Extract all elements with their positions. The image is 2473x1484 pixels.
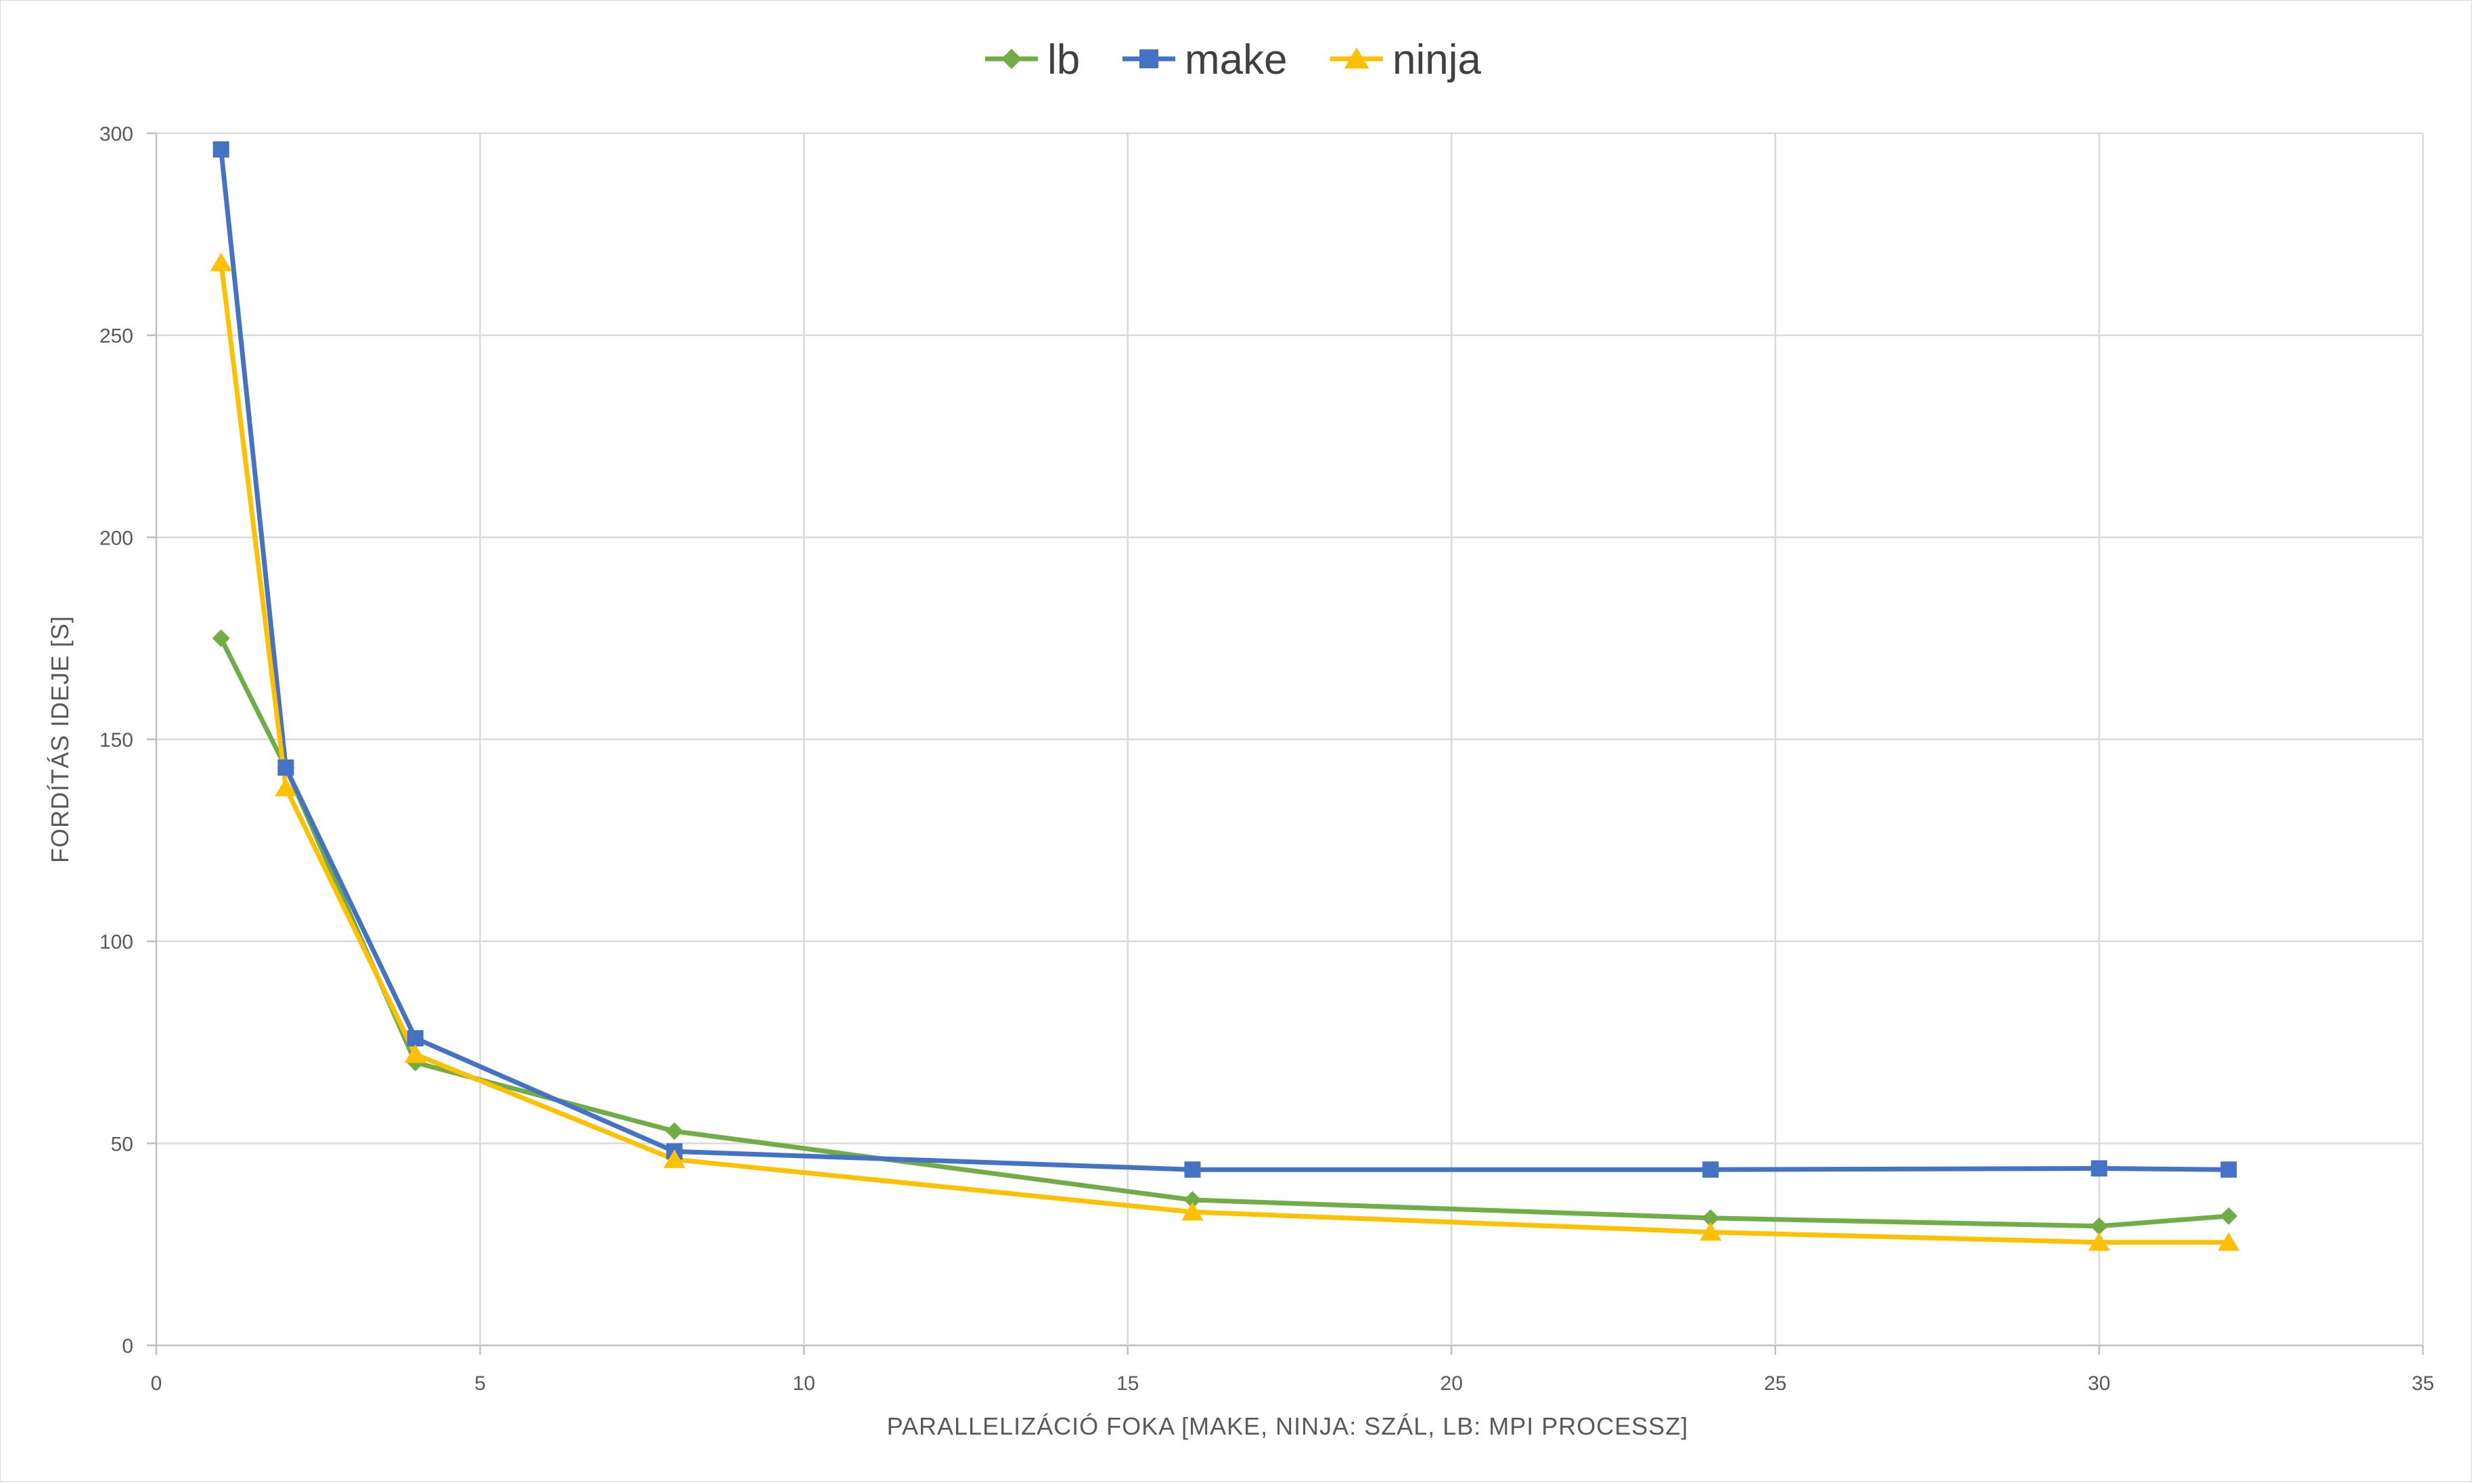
y-tick-label: 150 <box>99 729 133 751</box>
data-point-ninja <box>210 252 232 271</box>
data-point-lb <box>1702 1209 1720 1227</box>
x-tick-label: 0 <box>151 1372 162 1395</box>
x-axis-ticks: 0 5 10 15 20 25 30 35 <box>151 1372 2434 1395</box>
data-point-ninja <box>275 777 297 797</box>
x-tick-label: 25 <box>1764 1372 1786 1395</box>
data-point-make <box>277 759 294 776</box>
series-line-ninja <box>219 260 2231 1245</box>
legend-marker-lb <box>1001 49 1022 69</box>
series-line-lb <box>219 636 2231 1229</box>
legend-marker-ninja <box>1344 47 1369 69</box>
data-point-make <box>407 1030 424 1047</box>
x-axis-title: PARALLELIZÁCIÓ FOKA [MAKE, NINJA: SZÁL, … <box>887 1412 1689 1440</box>
data-point-lb <box>2219 1207 2238 1225</box>
data-point-make <box>2091 1160 2108 1177</box>
data-point-make <box>1184 1161 1201 1178</box>
y-axis-title: FORDÍTÁS IDEJE [S] <box>46 616 74 863</box>
y-tick-label: 0 <box>122 1335 133 1358</box>
legend-label-make: make <box>1185 37 1288 83</box>
gridlines <box>147 132 2424 1355</box>
y-tick-label: 50 <box>111 1133 133 1155</box>
y-tick-label: 250 <box>99 325 133 348</box>
data-point-ninja <box>1181 1202 1204 1221</box>
x-tick-label: 15 <box>1116 1372 1139 1395</box>
x-tick-label: 20 <box>1440 1372 1463 1395</box>
data-point-ninja <box>663 1149 685 1168</box>
data-point-make <box>1702 1161 1719 1178</box>
data-point-make <box>2220 1161 2237 1178</box>
data-point-ninja <box>2088 1232 2110 1251</box>
series-line-make <box>219 147 2231 1172</box>
y-tick-label: 200 <box>99 527 133 549</box>
x-tick-label: 35 <box>2411 1372 2434 1395</box>
legend-label-lb: lb <box>1047 37 1080 83</box>
series-markers <box>210 141 2240 1251</box>
legend-marker-make <box>1139 49 1158 68</box>
data-point-ninja <box>2217 1232 2240 1251</box>
y-axis-ticks: 0 50 100 150 200 250 300 <box>99 123 133 1358</box>
data-point-lb <box>212 629 230 647</box>
x-tick-label: 10 <box>792 1372 815 1395</box>
data-point-lb <box>665 1122 683 1140</box>
x-tick-label: 30 <box>2088 1372 2110 1395</box>
y-tick-label: 100 <box>99 931 133 954</box>
data-point-ninja <box>404 1044 426 1063</box>
data-point-lb <box>2090 1217 2108 1235</box>
data-point-lb <box>1183 1190 1202 1209</box>
legend: lb make ninja <box>985 37 1482 83</box>
data-point-make <box>212 141 229 158</box>
data-point-ninja <box>1700 1222 1722 1241</box>
y-tick-label: 300 <box>99 123 133 145</box>
series-lines <box>219 147 2231 1245</box>
legend-label-ninja: ninja <box>1392 37 1482 83</box>
x-tick-label: 5 <box>474 1372 486 1395</box>
